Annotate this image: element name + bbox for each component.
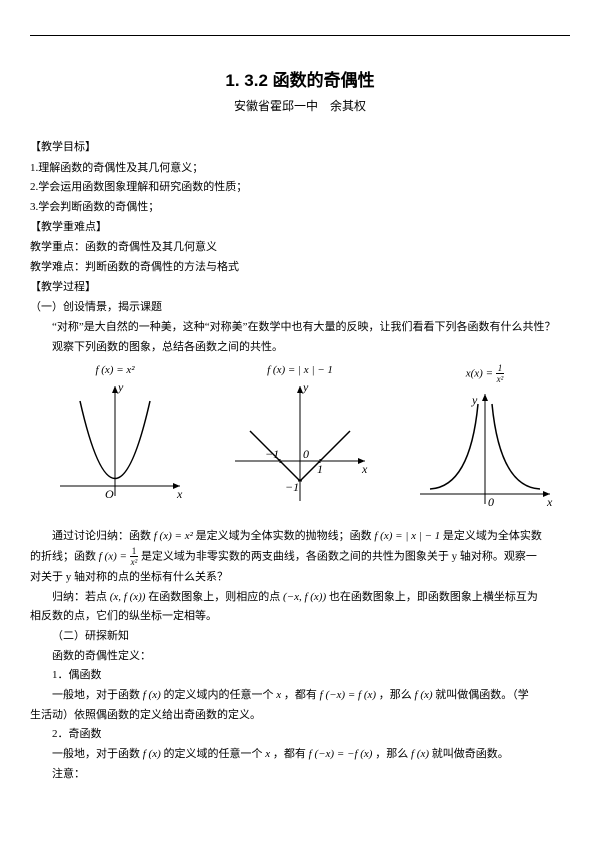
o-label: O [105, 487, 114, 501]
zero-label: 0 [303, 447, 309, 461]
conclusion-p5: 相反数的点，它们的纵坐标一定相等。 [30, 607, 570, 626]
note: 注意： [30, 765, 570, 784]
x-label-2: x [361, 462, 368, 476]
page-title: 1. 3.2 函数的奇偶性 [30, 66, 570, 91]
conclusion-p4: 归纳：若点 (x, f (x)) 在函数图象上，则相应的点 (−x, f (x)… [30, 588, 570, 607]
graph-2-svg: y x 0 −1 1 −1 [225, 376, 375, 506]
conclusion-p2: 的折线；函数 f (x) = 1x² 是定义域为非零实数的两支曲线，各函数之间的… [30, 547, 570, 567]
goal-head: 【教学目标】 [30, 139, 570, 157]
page-container: 1. 3.2 函数的奇偶性 安徽省霍邱一中 余其权 【教学目标】 1.理解函数的… [0, 0, 600, 795]
def-head: 函数的奇偶性定义： [30, 647, 570, 666]
x-label-3: x [546, 495, 553, 509]
even-def: 一般地，对于函数 f (x) 的定义域内的任意一个 x ，都有 f (−x) =… [30, 686, 570, 705]
neg1-y-label: −1 [285, 480, 299, 494]
graph-1: f (x) = x² y x O [40, 364, 190, 519]
even-num: 1．偶函数 [30, 666, 570, 685]
top-rule [30, 35, 570, 36]
graph-3: x(x) = 1x² y x 0 [410, 364, 560, 519]
graph-row: f (x) = x² y x O f (x) = | x | − 1 [30, 364, 570, 519]
goal-3: 3.学会判断函数的奇偶性； [30, 198, 570, 217]
observe-text: 观察下列函数的图象，总结各函数之间的共性。 [30, 338, 570, 357]
intro-text: “对称”是大自然的一种美，这种“对称美”在数学中也有大量的反映，让我们看看下列各… [30, 318, 570, 337]
even-def-2: 生活动）依照偶函数的定义给出奇函数的定义。 [30, 706, 570, 725]
zero-label-3: 0 [488, 495, 494, 509]
y-label-3: y [471, 393, 478, 407]
sub2: （二）研探新知 [30, 627, 570, 646]
odd-def: 一般地，对于函数 f (x) 的定义域的任意一个 x ，都有 f (−x) = … [30, 745, 570, 764]
one-label: 1 [317, 462, 323, 476]
process-sub1: （一）创设情景，揭示课题 [30, 298, 570, 317]
graph-2-formula: f (x) = | x | − 1 [225, 364, 375, 376]
y-label-2: y [302, 380, 309, 394]
goal-1: 1.理解函数的奇偶性及其几何意义； [30, 159, 570, 178]
odd-num: 2．奇函数 [30, 725, 570, 744]
graph-3-svg: y x 0 [410, 384, 560, 514]
neg1-label: −1 [265, 447, 279, 461]
conclusion-p3: 对关于 y 轴对称的点的坐标有什么关系？ [30, 568, 570, 587]
focus-1: 教学重点：函数的奇偶性及其几何意义 [30, 238, 570, 257]
process-head: 【教学过程】 [30, 279, 570, 297]
graph-2: f (x) = | x | − 1 y x 0 −1 1 −1 [225, 364, 375, 519]
graph-3-formula: x(x) = 1x² [410, 364, 560, 384]
page-subtitle: 安徽省霍邱一中 余其权 [30, 97, 570, 114]
graph-1-formula: f (x) = x² [40, 364, 190, 376]
x-label: x [176, 487, 183, 501]
y-label: y [117, 380, 124, 394]
focus-2: 教学难点：判断函数的奇偶性的方法与格式 [30, 258, 570, 277]
focus-head: 【教学重难点】 [30, 219, 570, 237]
graph-1-svg: y x O [40, 376, 190, 506]
goal-2: 2.学会运用函数图象理解和研究函数的性质； [30, 178, 570, 197]
conclusion-p1: 通过讨论归纳：函数 f (x) = x² 是定义域为全体实数的抛物线；函数 f … [30, 527, 570, 546]
